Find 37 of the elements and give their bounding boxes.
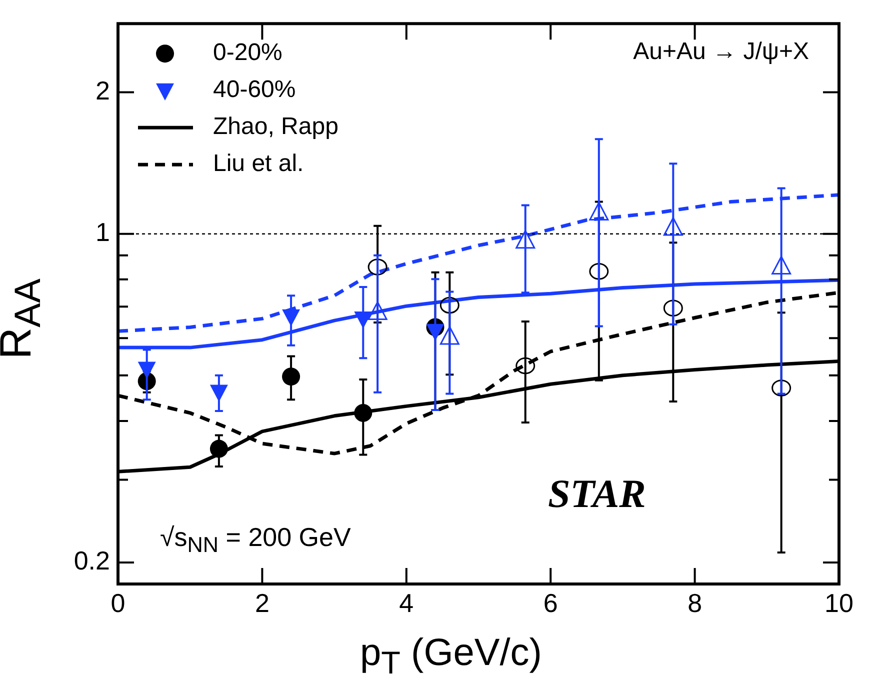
point [426, 324, 444, 342]
legend-label: 40-60% [213, 76, 296, 104]
y-tick-label: 0.2 [74, 546, 110, 576]
point [440, 296, 460, 314]
x-tick-label: 0 [110, 588, 126, 618]
point [663, 217, 683, 236]
point [210, 440, 228, 458]
x-axis-title: p$_{T}$ (GeV/c) [360, 632, 542, 682]
point [282, 309, 300, 326]
point [516, 357, 536, 374]
point [772, 256, 792, 274]
legend-label: Liu et al. [213, 150, 304, 178]
point [772, 380, 792, 396]
point [354, 404, 372, 422]
y-tick-label: 2 [96, 75, 110, 106]
point [354, 311, 372, 329]
point [663, 300, 683, 317]
point [589, 202, 609, 220]
annotation: √s$_{NN}$ = 200 GeV [160, 522, 351, 558]
point [516, 230, 536, 249]
point [589, 263, 609, 280]
annotation: Au+Au → J/ψ+X [633, 38, 809, 66]
x-tick-label: 4 [399, 588, 414, 618]
x-tick-label: 8 [688, 588, 702, 618]
legend-label: Zhao, Rapp [213, 113, 338, 140]
point [210, 384, 228, 402]
point [368, 258, 388, 276]
x-tick-label: 2 [254, 588, 270, 618]
point [368, 301, 388, 320]
point [138, 362, 156, 379]
annotation: STAR [548, 470, 646, 517]
x-tick-label: 6 [543, 588, 558, 618]
legend-label: 0-20% [213, 39, 282, 66]
point [282, 368, 300, 386]
y-tick-label: 1 [96, 217, 110, 248]
x-tick-label: 10 [824, 588, 854, 618]
point [440, 326, 460, 345]
